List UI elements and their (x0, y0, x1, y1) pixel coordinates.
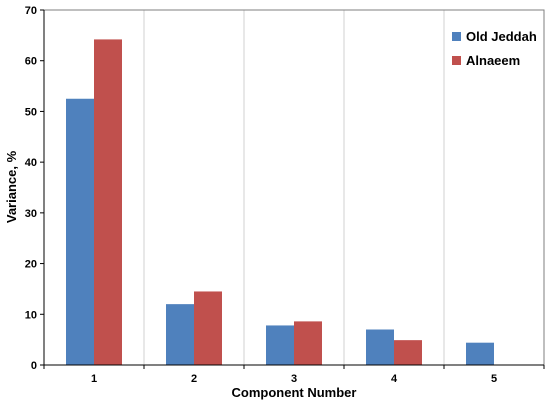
axes (40, 9, 545, 369)
y-tick-label: 60 (25, 56, 37, 68)
x-tick-label: 4 (391, 373, 398, 385)
y-tick-label: 30 (25, 208, 37, 220)
y-tick-label: 40 (25, 157, 37, 169)
legend-swatch (452, 32, 461, 41)
y-tick-label: 50 (25, 106, 37, 118)
legend: Old Jeddah Alnaeem (452, 29, 537, 68)
legend-label: Old Jeddah (466, 29, 537, 44)
bar-alnaeem-2 (194, 291, 222, 365)
legend-label: Alnaeem (466, 53, 520, 68)
x-tick-label: 3 (291, 373, 297, 385)
bar-old-jeddah-1 (66, 98, 94, 365)
y-tick-label: 20 (25, 259, 37, 271)
grid-lines (143, 10, 445, 365)
y-tick-label: 0 (31, 360, 37, 372)
x-axis-title: Component Number (232, 385, 357, 400)
y-tick-label: 70 (25, 5, 37, 17)
y-axis-title: Variance, % (4, 150, 19, 223)
x-tick-label: 5 (491, 373, 497, 385)
legend-swatch (452, 56, 461, 65)
x-tick-label: 1 (91, 373, 97, 385)
x-tick-label: 2 (191, 373, 197, 385)
bar-alnaeem-4 (394, 340, 422, 365)
y-tick-label: 10 (25, 309, 37, 321)
bar-old-jeddah-2 (166, 304, 194, 365)
y-tick-labels: 0 10 20 30 40 50 60 70 (25, 5, 37, 372)
bar-old-jeddah-3 (266, 325, 294, 365)
bar-old-jeddah-5 (466, 342, 494, 365)
bar-alnaeem-1 (94, 39, 122, 366)
bar-alnaeem-3 (294, 321, 322, 365)
bar-old-jeddah-4 (366, 329, 394, 365)
bars (66, 39, 494, 366)
x-tick-labels: 1 2 3 4 5 (91, 373, 497, 385)
